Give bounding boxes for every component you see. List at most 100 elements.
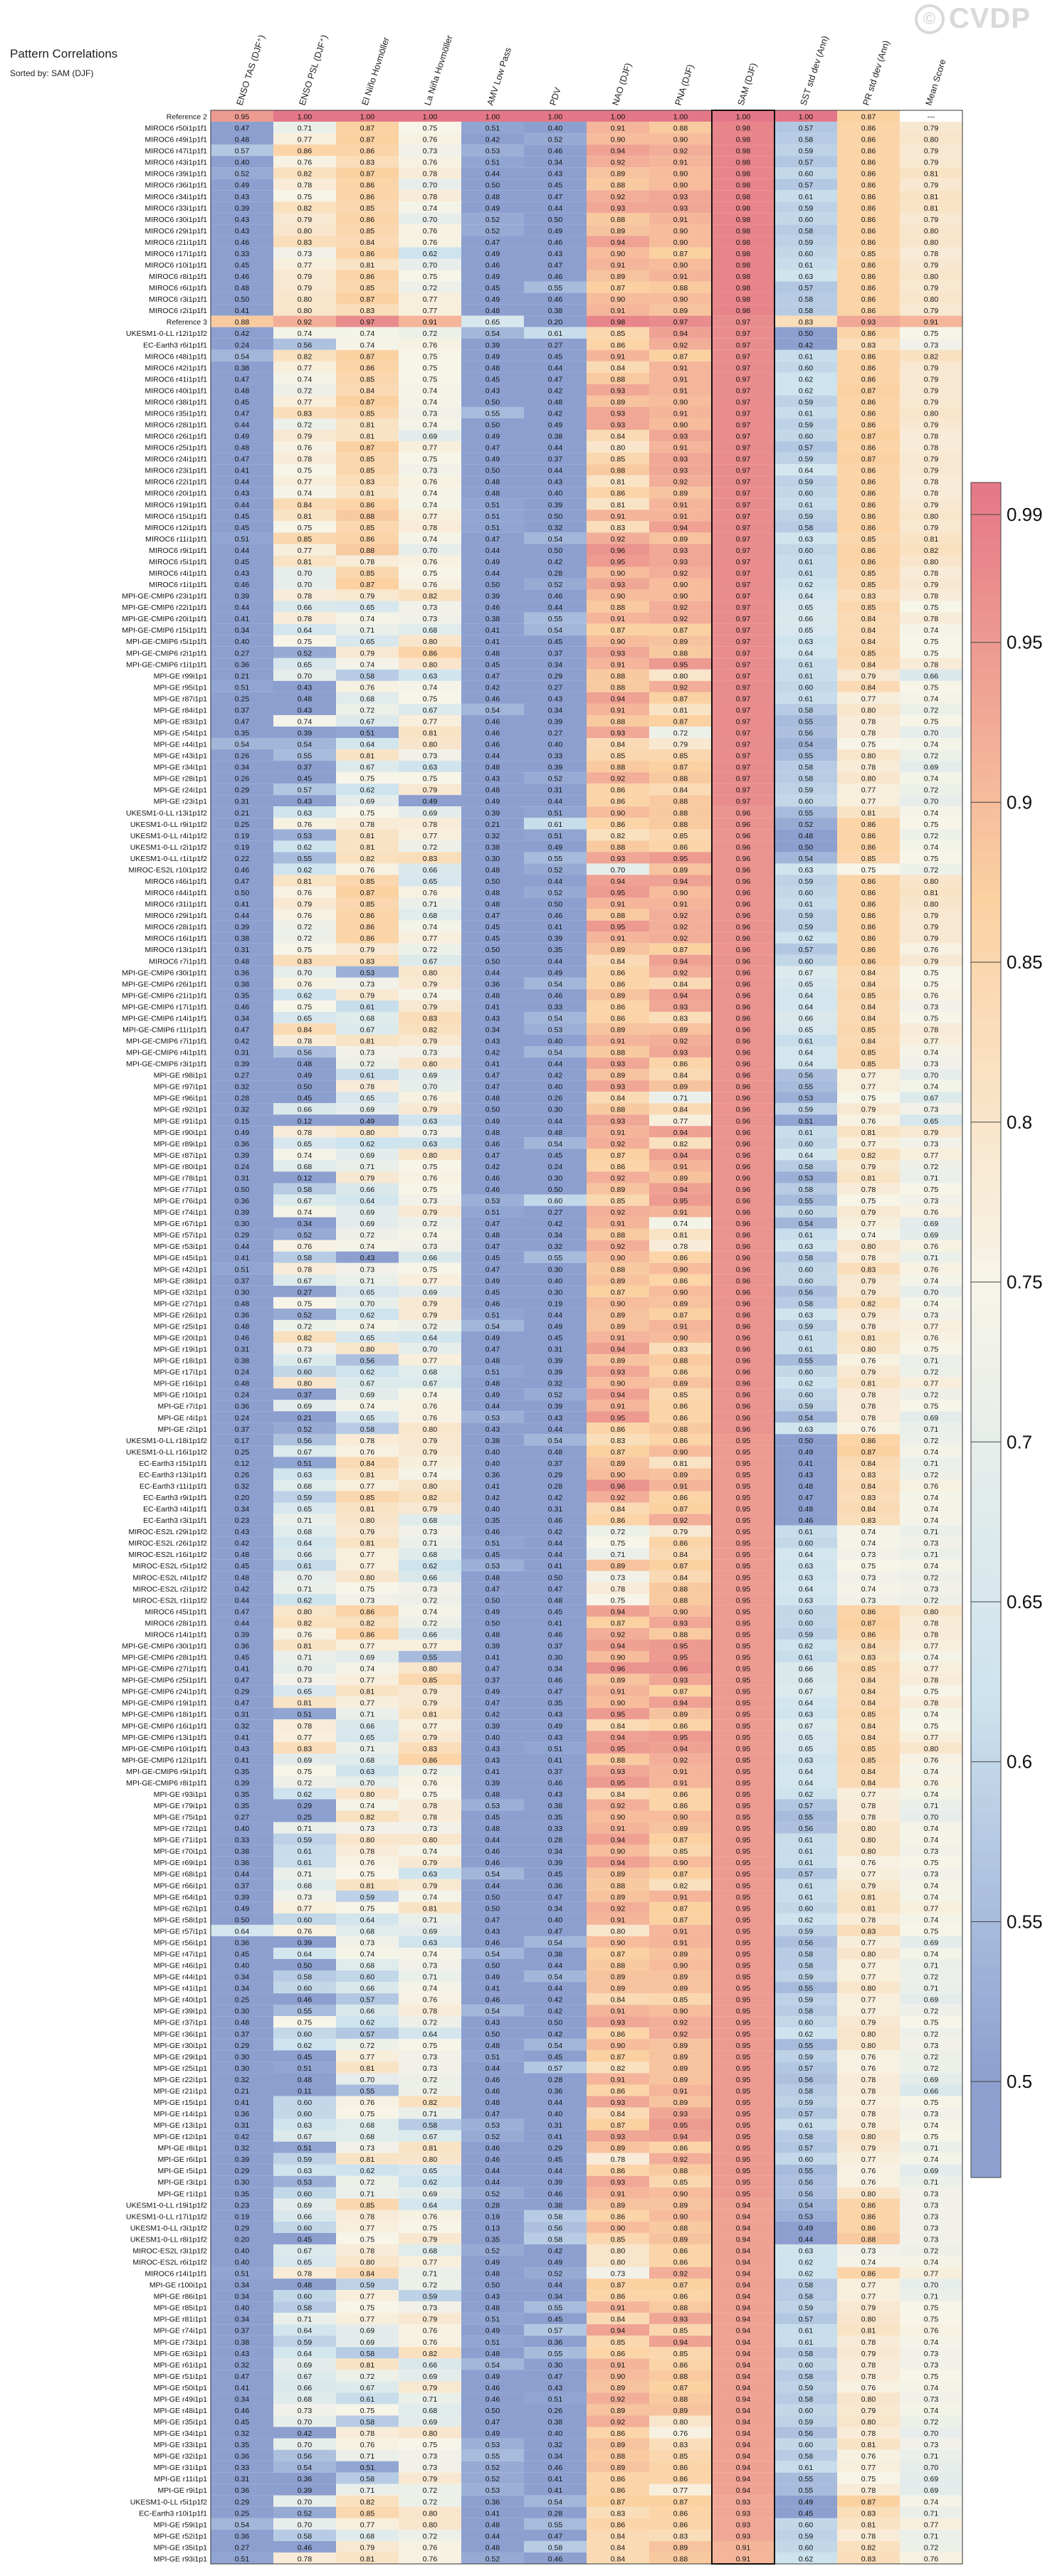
cell-value: 0.47 (799, 1494, 814, 1502)
row-label: MPI-GE r29i1p1 (154, 2053, 207, 2062)
cell-value: 0.53 (485, 2121, 500, 2130)
cell-value: 0.38 (235, 1357, 250, 1366)
cell-value: 0.95 (736, 2178, 751, 2187)
cell-value: 0.76 (423, 2338, 438, 2347)
cell-value: 0.46 (485, 1299, 500, 1308)
cell-value: 0.48 (485, 1231, 500, 1240)
cell-value: 0.92 (673, 912, 688, 920)
cell-value: 0.80 (924, 227, 939, 236)
cell-value: 0.95 (736, 1996, 751, 2005)
cell-value: 0.64 (423, 2030, 438, 2039)
cell-value: 0.71 (360, 626, 375, 635)
cell-value: 0.63 (360, 1768, 375, 1776)
cell-value: 0.84 (861, 980, 876, 988)
cell-value: 0.71 (924, 1985, 939, 1993)
cell-value: 0.50 (485, 421, 500, 430)
cell-value: 0.25 (298, 1813, 313, 1822)
cell-value: 0.61 (799, 1893, 814, 1901)
row-label: MIROC6 r41i1p1f1 (145, 375, 207, 384)
cell-value: 0.86 (360, 147, 375, 156)
cell-value: 0.42 (548, 386, 563, 395)
cell-value: 0.38 (485, 843, 500, 852)
cell-value: 0.77 (924, 1322, 939, 1331)
cell-value: 0.67 (298, 2372, 313, 2381)
cell-value: 0.69 (360, 2327, 375, 2335)
cell-value: 0.63 (298, 809, 313, 818)
cell-value: 0.65 (360, 638, 375, 646)
cell-value: 0.91 (673, 364, 688, 372)
cell-value: 0.74 (924, 695, 939, 703)
cell-value: 0.48 (485, 764, 500, 772)
heatmap-cell (900, 190, 962, 202)
cell-value: 0.74 (861, 2259, 876, 2267)
cell-value: 0.25 (235, 1996, 250, 2005)
cell-value: 0.77 (298, 398, 313, 406)
row-label: MPI-GE r69i1p1 (154, 1859, 207, 1867)
cell-value: 0.76 (924, 1779, 939, 1788)
cell-value: 0.43 (548, 478, 563, 487)
cell-value: 0.74 (924, 1881, 939, 1890)
heatmap-cell (524, 213, 587, 225)
cell-value: 0.43 (548, 1790, 563, 1799)
cell-value: 0.93 (611, 1768, 626, 1776)
cell-value: 0.98 (736, 227, 751, 236)
cell-value: 0.78 (423, 1802, 438, 1810)
cell-value: 0.70 (924, 2281, 939, 2290)
cell-value: 0.93 (673, 455, 688, 464)
cell-value: 0.29 (548, 672, 563, 680)
cell-value: 0.43 (298, 798, 313, 806)
cell-value: 0.77 (298, 136, 313, 144)
cell-value: 0.58 (298, 2304, 313, 2313)
cell-value: 0.51 (298, 1459, 313, 1468)
cell-value: 0.61 (799, 1528, 814, 1536)
cell-value: 0.58 (799, 1299, 814, 1308)
cell-value: 0.80 (861, 2316, 876, 2324)
cell-value: 0.97 (673, 318, 688, 327)
cell-value: 0.38 (548, 1950, 563, 1958)
row-label: MPI-GE r71i1p1 (154, 1836, 207, 1844)
cell-value: 0.86 (861, 2224, 876, 2232)
cell-value: 0.95 (736, 2053, 751, 2062)
cell-value: 0.38 (235, 364, 250, 372)
cell-value: 0.75 (298, 1768, 313, 1776)
cell-value: 0.39 (548, 1859, 563, 1867)
cell-value: 0.79 (924, 386, 939, 395)
cell-value: 0.92 (673, 478, 688, 487)
cell-value: 0.73 (298, 1677, 313, 1685)
row-label: MIROC6 r34i1p1f1 (145, 193, 207, 201)
row-label: MPI-GE r28i1p1 (154, 775, 207, 783)
cell-value: 0.73 (423, 1049, 438, 1057)
cell-value: 0.74 (423, 501, 438, 510)
cell-value: 0.60 (799, 1140, 814, 1149)
cell-value: 0.74 (924, 1448, 939, 1457)
cell-value: 0.86 (673, 1414, 688, 1422)
cell-value: 0.89 (611, 1072, 626, 1080)
cell-value: 0.77 (423, 1277, 438, 1285)
heatmap-cell (837, 190, 900, 202)
cell-value: 0.94 (736, 2361, 751, 2370)
cell-value: 0.69 (924, 1414, 939, 1422)
cell-value: 0.40 (235, 159, 250, 167)
cell-value: 0.77 (924, 1642, 939, 1650)
cell-value: 0.74 (360, 1403, 375, 1411)
cell-value: 0.84 (673, 1551, 688, 1559)
cell-value: 0.78 (924, 1025, 939, 1034)
heatmap-cell (587, 190, 649, 202)
cell-value: 0.39 (548, 1368, 563, 1377)
cell-value: 0.96 (736, 1299, 751, 1308)
cell-value: 0.90 (611, 1471, 626, 1479)
cell-value: 0.27 (235, 649, 250, 658)
cell-value: 0.93 (861, 318, 876, 327)
cell-value: 0.79 (924, 147, 939, 156)
cell-value: 0.71 (423, 900, 438, 909)
cell-value: 0.54 (235, 352, 250, 361)
cell-value: 0.77 (924, 2270, 939, 2279)
heatmap-cell (774, 110, 837, 122)
cell-value: 0.82 (673, 1881, 688, 1890)
cell-value: 0.83 (861, 1516, 876, 1525)
cell-value: 0.50 (235, 1186, 250, 1194)
cell-value: 0.92 (673, 1516, 688, 1525)
cell-value: 0.72 (423, 946, 438, 954)
cell-value: 0.63 (423, 764, 438, 772)
cell-value: 0.79 (924, 307, 939, 315)
